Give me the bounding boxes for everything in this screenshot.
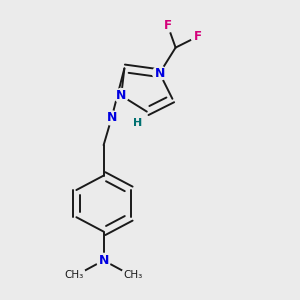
Circle shape xyxy=(160,18,175,32)
Text: F: F xyxy=(164,19,172,32)
Text: F: F xyxy=(194,30,202,43)
Text: H: H xyxy=(133,118,141,128)
Text: H: H xyxy=(133,118,142,128)
Circle shape xyxy=(130,116,144,130)
Circle shape xyxy=(114,88,128,103)
Text: CH₃: CH₃ xyxy=(64,271,84,281)
Text: N: N xyxy=(116,89,126,102)
Text: N: N xyxy=(98,254,109,267)
Circle shape xyxy=(191,29,205,44)
Circle shape xyxy=(153,66,166,80)
Circle shape xyxy=(97,254,111,268)
Circle shape xyxy=(122,264,144,287)
Circle shape xyxy=(63,264,86,287)
Circle shape xyxy=(105,111,118,125)
Text: N: N xyxy=(154,67,165,80)
Text: N: N xyxy=(106,112,117,124)
Text: CH₃: CH₃ xyxy=(123,271,143,281)
